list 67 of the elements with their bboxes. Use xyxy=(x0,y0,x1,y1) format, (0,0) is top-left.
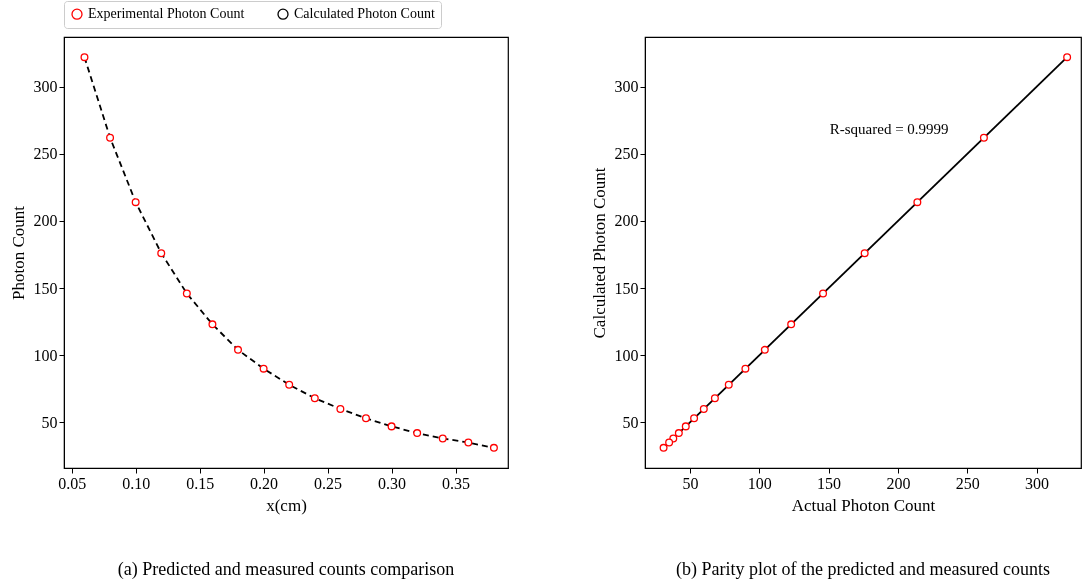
x-tick-label: 0.10 xyxy=(122,474,151,492)
point xyxy=(234,345,243,354)
point xyxy=(665,438,674,447)
point xyxy=(182,289,191,298)
point xyxy=(760,345,769,354)
y-tick-label: 250 xyxy=(33,145,58,163)
y-axis-title: Calculated Photon Count xyxy=(589,167,609,339)
point xyxy=(674,429,683,438)
point xyxy=(741,364,750,373)
y-tick-label: 300 xyxy=(614,78,639,96)
y-tick-label: 200 xyxy=(614,212,639,230)
point xyxy=(724,380,733,389)
y-tick-label: 200 xyxy=(33,212,58,230)
x-axis-title: Actual Photon Count xyxy=(791,495,936,515)
x-tick-label: 0.05 xyxy=(58,474,87,492)
point xyxy=(681,422,690,431)
x-tick-label: 300 xyxy=(1025,474,1050,492)
y-tick-label: 150 xyxy=(33,279,58,297)
legend-label: Calculated Photon Count xyxy=(294,6,435,22)
point xyxy=(860,249,869,258)
point xyxy=(361,414,370,423)
point xyxy=(787,320,796,329)
x-tick-label: 0.20 xyxy=(250,474,279,492)
point xyxy=(336,404,345,413)
y-tick-label: 150 xyxy=(614,279,639,297)
point xyxy=(413,429,422,438)
point xyxy=(387,422,396,431)
y-tick-label: 50 xyxy=(622,413,639,431)
x-tick-label: 0.35 xyxy=(442,474,471,492)
point xyxy=(690,414,699,423)
point xyxy=(979,133,988,142)
point xyxy=(208,320,217,329)
x-tick-label: 200 xyxy=(886,474,911,492)
point xyxy=(259,364,268,373)
x-axis-title: x(cm) xyxy=(266,495,307,515)
x-tick-label: 50 xyxy=(682,474,699,492)
point xyxy=(310,394,319,403)
annotation: R-squared = 0.9999 xyxy=(829,120,949,137)
y-tick-label: 100 xyxy=(33,346,58,364)
y-tick-label: 50 xyxy=(41,413,58,431)
point xyxy=(489,443,498,452)
point xyxy=(131,198,140,207)
x-tick-label: 250 xyxy=(955,474,980,492)
legend-label: Experimental Photon Count xyxy=(88,6,245,22)
point xyxy=(438,434,447,443)
y-tick-label: 250 xyxy=(614,145,639,163)
point xyxy=(659,443,668,452)
point xyxy=(913,198,922,207)
point xyxy=(1063,53,1072,62)
y-tick-label: 100 xyxy=(614,346,639,364)
y-axis-title: Photon Count xyxy=(8,205,28,300)
x-tick-label: 0.25 xyxy=(314,474,343,492)
text: (a) Predicted and measured counts comparison xyxy=(117,559,455,580)
x-tick-label: 0.15 xyxy=(186,474,215,492)
point xyxy=(80,53,89,62)
point xyxy=(819,289,828,298)
point xyxy=(106,133,115,142)
x-tick-label: 0.30 xyxy=(378,474,407,492)
point xyxy=(710,394,719,403)
text: (b) Parity plot of the predicted and measured counts xyxy=(676,559,1050,580)
point xyxy=(285,380,294,389)
point xyxy=(157,249,166,258)
y-tick-label: 300 xyxy=(33,78,58,96)
point xyxy=(464,438,473,447)
point xyxy=(699,404,708,413)
x-tick-label: 100 xyxy=(747,474,772,492)
x-tick-label: 150 xyxy=(817,474,842,492)
